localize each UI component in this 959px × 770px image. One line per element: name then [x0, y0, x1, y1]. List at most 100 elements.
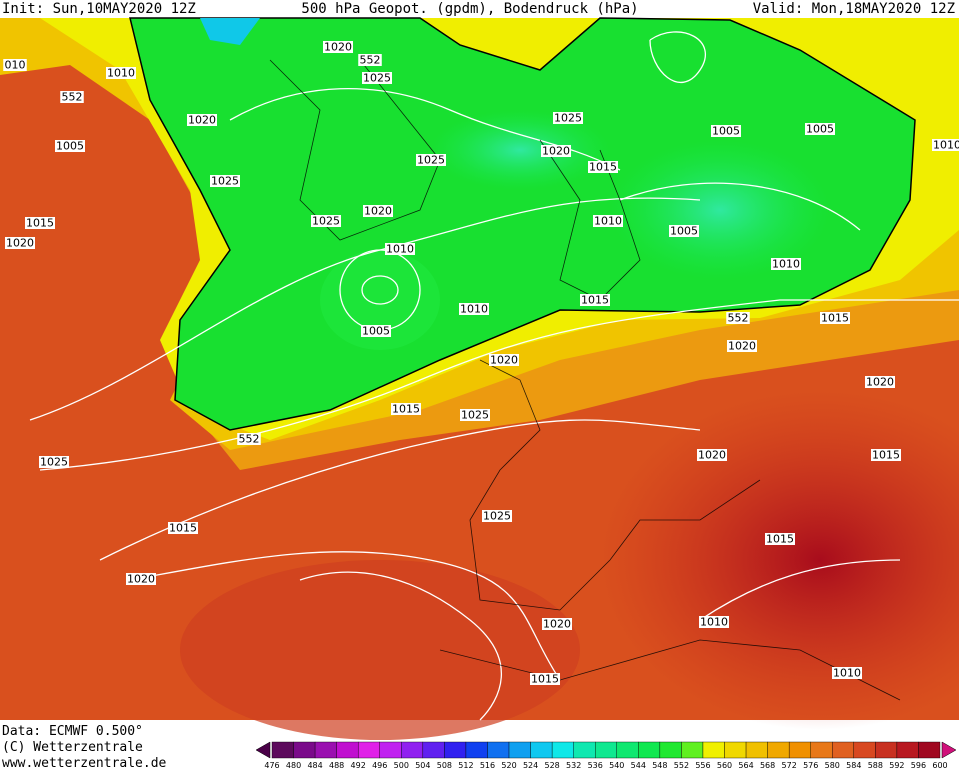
isobar-label: 1010: [107, 67, 135, 80]
colorbar-swatch: [853, 741, 876, 759]
colorbar-label: 508: [437, 761, 452, 770]
colorbar-swatch: [875, 741, 898, 759]
isobar-label: 1010: [772, 258, 800, 271]
isobar-label: 1010: [460, 303, 488, 316]
colorbar-label: 576: [803, 761, 818, 770]
colorbar-label: 564: [738, 761, 753, 770]
colorbar-swatch: [724, 741, 747, 759]
isobar-label: 1015: [589, 161, 617, 174]
colorbar-swatch: [530, 741, 553, 759]
isobar-label-box: [580, 294, 610, 306]
isobar-label-box: [832, 667, 862, 679]
isobar-label-box: [593, 215, 623, 227]
isobar-label: 1010: [833, 667, 861, 680]
isobar-label-box: [60, 91, 84, 103]
isobar-label: 1025: [363, 72, 391, 85]
isobar-label-box: [187, 114, 217, 126]
init-time: Init: Sun,10MAY2020 12Z: [2, 1, 196, 17]
isobar-label-box: [771, 258, 801, 270]
isobar-label-box: [416, 154, 446, 166]
isobar-label: 1010: [386, 243, 414, 256]
isobar-label-box: [361, 325, 391, 337]
copyright: (C) Wetterzentrale: [2, 740, 143, 755]
colorbar-swatch: [573, 741, 596, 759]
isobar-label-box: [210, 175, 240, 187]
colorbar-swatch: [379, 741, 402, 759]
isobar-label-box: [932, 139, 959, 151]
isobar-label-box: [323, 41, 353, 53]
isobar-label-box: [237, 433, 261, 445]
colorbar-label: 600: [932, 761, 947, 770]
colorbar-max-arrow: [941, 741, 957, 759]
colorbar-label: 528: [544, 761, 559, 770]
colorbar-swatch: [465, 741, 488, 759]
colorbar-label: 580: [825, 761, 840, 770]
isobar-label: 010: [5, 59, 26, 72]
isobar-label: 1025: [40, 456, 68, 469]
isobar-label-box: [489, 354, 519, 366]
isobar-label: 1025: [461, 409, 489, 422]
isobar-label-box: [553, 112, 583, 124]
isobar-label-box: [865, 376, 895, 388]
colorbar-label: 516: [480, 761, 495, 770]
isobar-label-box: [588, 161, 618, 173]
isobar-label-box: [362, 72, 392, 84]
colorbar-swatch: [336, 741, 359, 759]
isobar-label: 1015: [392, 403, 420, 416]
isobar-label: 1005: [670, 225, 698, 238]
colorbar-swatch: [638, 741, 661, 759]
isobar-label: 1005: [806, 123, 834, 136]
website: www.wetterzentrale.de: [2, 756, 167, 770]
colorbar-label: 520: [501, 761, 516, 770]
colorbar-label: 496: [372, 761, 387, 770]
colorbar-label: 536: [588, 761, 603, 770]
colorbar-label: 488: [329, 761, 344, 770]
isobar-label-box: [385, 243, 415, 255]
isobar-label: 1025: [417, 154, 445, 167]
isobar-label: 1020: [127, 573, 155, 586]
isobar-label: 1025: [483, 510, 511, 523]
isobar-label-box: [530, 673, 560, 685]
isobar-label: 1015: [821, 312, 849, 325]
colorbar-label: 524: [523, 761, 538, 770]
isobar-label: 1005: [362, 325, 390, 338]
colorbar-swatch: [314, 741, 337, 759]
colorbar-swatch: [401, 741, 424, 759]
isobar-label-box: [126, 573, 156, 585]
colorbar-label: 588: [868, 761, 883, 770]
isobar-label: 552: [728, 312, 749, 325]
isobar-label-box: [541, 145, 571, 157]
colorbar-label: 592: [889, 761, 904, 770]
isobar-label-box: [871, 449, 901, 461]
colorbar-swatch: [659, 741, 682, 759]
isobar-label: 1010: [933, 139, 959, 152]
isobar-label-box: [358, 54, 382, 66]
isobar-label-box: [765, 533, 795, 545]
colorbar-label: 492: [351, 761, 366, 770]
colorbar-swatch: [508, 741, 531, 759]
isobar-label: 1015: [581, 294, 609, 307]
isobar-label: 1020: [6, 237, 34, 250]
colorbar-label: 484: [307, 761, 322, 770]
colorbar-label: 532: [566, 761, 581, 770]
colorbar-label: 476: [264, 761, 279, 770]
isobar-label: 1020: [728, 340, 756, 353]
isobar-label-box: [482, 510, 512, 522]
map-title: 500 hPa Geopot. (gpdm), Bodendruck (hPa): [301, 1, 638, 17]
colorbar-swatch: [422, 741, 445, 759]
colorbar-swatch: [810, 741, 833, 759]
colorbar-swatch: [551, 741, 574, 759]
isobar-label: 1015: [872, 449, 900, 462]
colorbar-swatch: [832, 741, 855, 759]
colorbar-label: 584: [846, 761, 861, 770]
colorbar-label: 504: [415, 761, 430, 770]
colorbar-label: 548: [652, 761, 667, 770]
data-source: Data: ECMWF 0.500°: [2, 724, 143, 739]
isobar-label-box: [727, 340, 757, 352]
colorbar-swatch: [487, 741, 510, 759]
isobar-label: 552: [62, 91, 83, 104]
colorbar-label: 568: [760, 761, 775, 770]
isobar-label: 1020: [188, 114, 216, 127]
isobar-label: 1020: [324, 41, 352, 54]
colorbar-swatch: [702, 741, 725, 759]
